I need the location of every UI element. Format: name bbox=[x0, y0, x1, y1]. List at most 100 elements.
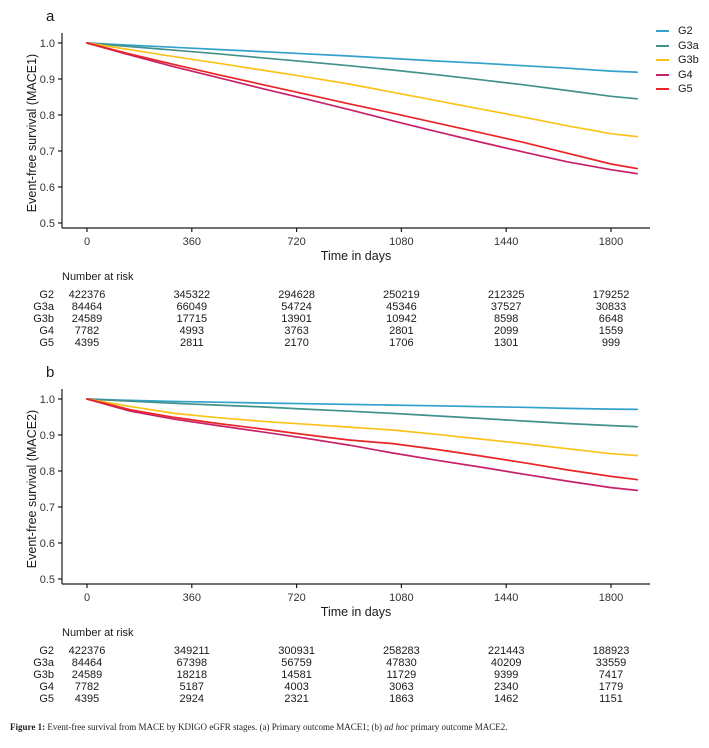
legend-item-G2: G2 bbox=[656, 24, 693, 38]
series-line-G3a bbox=[86, 398, 639, 428]
risk-row-label-G3b: G3b bbox=[33, 669, 54, 681]
risk-count: 3763 bbox=[284, 325, 309, 337]
series-line-G2 bbox=[86, 398, 639, 411]
caption-text-2: primary outcome MACE2. bbox=[408, 722, 508, 732]
panel-b-plot: 0.5 0.6 0.7 0.8 0.9 1.0 0 360 720 1080 1440 1800 Tim… bbox=[25, 389, 650, 619]
risk-count: 9399 bbox=[493, 669, 519, 681]
risk-count: 66049 bbox=[176, 301, 208, 313]
panel-b: b 0.5 0.6 0.7 0.8 0.9 1.0 0 360 720 1080 1440 1800 T… bbox=[0, 356, 709, 712]
series-line-G3a bbox=[86, 42, 639, 100]
risk-count: 84464 bbox=[71, 301, 103, 313]
risk-count: 1706 bbox=[389, 337, 414, 349]
figure-caption: Figure 1: Event-free survival from MACE … bbox=[10, 722, 702, 732]
risk-count: 54724 bbox=[281, 301, 312, 313]
risk-count: 67398 bbox=[176, 657, 208, 669]
y-tick-label: 0.8 bbox=[40, 466, 55, 478]
panel-b-letter: b bbox=[46, 364, 55, 381]
caption-text-1: Event-free survival from MACE by KDIGO e… bbox=[45, 722, 385, 732]
x-tick-label: 720 bbox=[287, 236, 305, 248]
x-tick-label: 0 bbox=[84, 236, 90, 248]
risk-count: 30833 bbox=[595, 301, 627, 313]
x-tick-label: 720 bbox=[287, 592, 305, 604]
risk-count: 999 bbox=[601, 337, 621, 349]
risk-count: 422376 bbox=[68, 289, 106, 301]
risk-count: 1151 bbox=[599, 693, 623, 705]
risk-count: 7417 bbox=[598, 669, 624, 681]
risk-count: 3063 bbox=[389, 681, 414, 693]
risk-table-title: Number at risk bbox=[62, 271, 134, 283]
risk-count: 300931 bbox=[278, 645, 315, 657]
risk-count: 2099 bbox=[493, 325, 519, 337]
risk-count: 188923 bbox=[592, 645, 630, 657]
y-axis-title: Event-free survival (MACE2) bbox=[25, 410, 39, 568]
risk-row-label-G3a: G3a bbox=[33, 301, 54, 313]
legend-label: G3b bbox=[678, 54, 699, 67]
x-tick-label: 1800 bbox=[599, 592, 623, 604]
legend-label: G5 bbox=[678, 83, 693, 96]
risk-count: 2340 bbox=[493, 681, 519, 693]
risk-count: 422376 bbox=[68, 645, 106, 657]
legend-line-icon bbox=[656, 30, 669, 32]
risk-count: 56759 bbox=[281, 657, 312, 669]
risk-row-label-G4: G4 bbox=[39, 681, 54, 693]
legend-label: G2 bbox=[678, 25, 693, 37]
risk-count: 6648 bbox=[598, 313, 624, 325]
x-tick-label: 1440 bbox=[494, 592, 518, 604]
risk-count: 4395 bbox=[74, 337, 100, 349]
series-line-G5 bbox=[86, 42, 639, 170]
series-line-G4 bbox=[86, 398, 639, 492]
legend-item-G3a: G3a bbox=[656, 39, 699, 53]
y-tick-label: 1.0 bbox=[40, 394, 55, 406]
y-tick-label: 0.8 bbox=[40, 110, 55, 122]
series-line-G4 bbox=[86, 42, 639, 175]
risk-count: 47830 bbox=[386, 657, 417, 669]
risk-count: 17715 bbox=[176, 313, 208, 325]
x-axis-title: Time in days bbox=[321, 249, 391, 263]
caption-italic: ad hoc bbox=[384, 722, 409, 732]
x-tick-label: 1800 bbox=[599, 236, 623, 248]
risk-count: 4395 bbox=[74, 693, 100, 705]
risk-count: 5187 bbox=[179, 681, 205, 693]
series-line-G3b bbox=[86, 398, 639, 457]
risk-count: 7782 bbox=[74, 325, 100, 337]
risk-count: 1779 bbox=[598, 681, 624, 693]
risk-row-label-G2: G2 bbox=[39, 289, 54, 301]
y-tick-label: 0.6 bbox=[40, 538, 55, 550]
risk-count: 349211 bbox=[173, 645, 210, 657]
risk-table-title: Number at risk bbox=[62, 627, 134, 639]
risk-count: 24589 bbox=[71, 669, 103, 681]
panel-a-plot: 0.5 0.6 0.7 0.8 0.9 1.0 0 360 720 1080 1440 1800 Tim… bbox=[25, 33, 650, 263]
risk-row-label-G4: G4 bbox=[39, 325, 54, 337]
y-tick-label: 0.9 bbox=[40, 74, 55, 86]
risk-count: 14581 bbox=[281, 669, 312, 681]
risk-row-label-G5: G5 bbox=[39, 337, 54, 349]
x-tick-label: 1080 bbox=[389, 236, 413, 248]
risk-count: 10942 bbox=[386, 313, 417, 325]
legend-line-icon bbox=[656, 44, 669, 47]
risk-count: 2924 bbox=[179, 693, 205, 705]
y-tick-label: 0.7 bbox=[40, 502, 55, 514]
panel-a-risk-table: Number at risk G2 422376 345322 294628 25021… bbox=[0, 268, 709, 356]
risk-count: 40209 bbox=[490, 657, 522, 669]
x-axis-title: Time in days bbox=[321, 605, 391, 619]
risk-count: 4993 bbox=[179, 325, 205, 337]
risk-count: 2801 bbox=[389, 325, 414, 337]
legend-line-icon bbox=[656, 88, 669, 91]
y-tick-label: 0.5 bbox=[40, 574, 55, 586]
risk-count: 2321 bbox=[284, 693, 309, 705]
risk-row-label-G5: G5 bbox=[39, 693, 54, 705]
y-tick-label: 1.0 bbox=[40, 38, 55, 50]
legend-item-G3b: G3b bbox=[656, 53, 699, 67]
legend-item-G4: G4 bbox=[656, 68, 693, 82]
risk-count: 250219 bbox=[383, 289, 420, 301]
legend-label: G4 bbox=[678, 68, 693, 81]
risk-count: 294628 bbox=[278, 289, 315, 301]
risk-count: 4003 bbox=[284, 681, 309, 693]
risk-row-label-G2: G2 bbox=[39, 645, 54, 657]
risk-count: 33559 bbox=[595, 657, 627, 669]
risk-count: 7782 bbox=[74, 681, 100, 693]
series-line-G2 bbox=[86, 42, 639, 74]
x-tick-label: 1080 bbox=[389, 592, 413, 604]
risk-count: 2170 bbox=[284, 337, 309, 349]
